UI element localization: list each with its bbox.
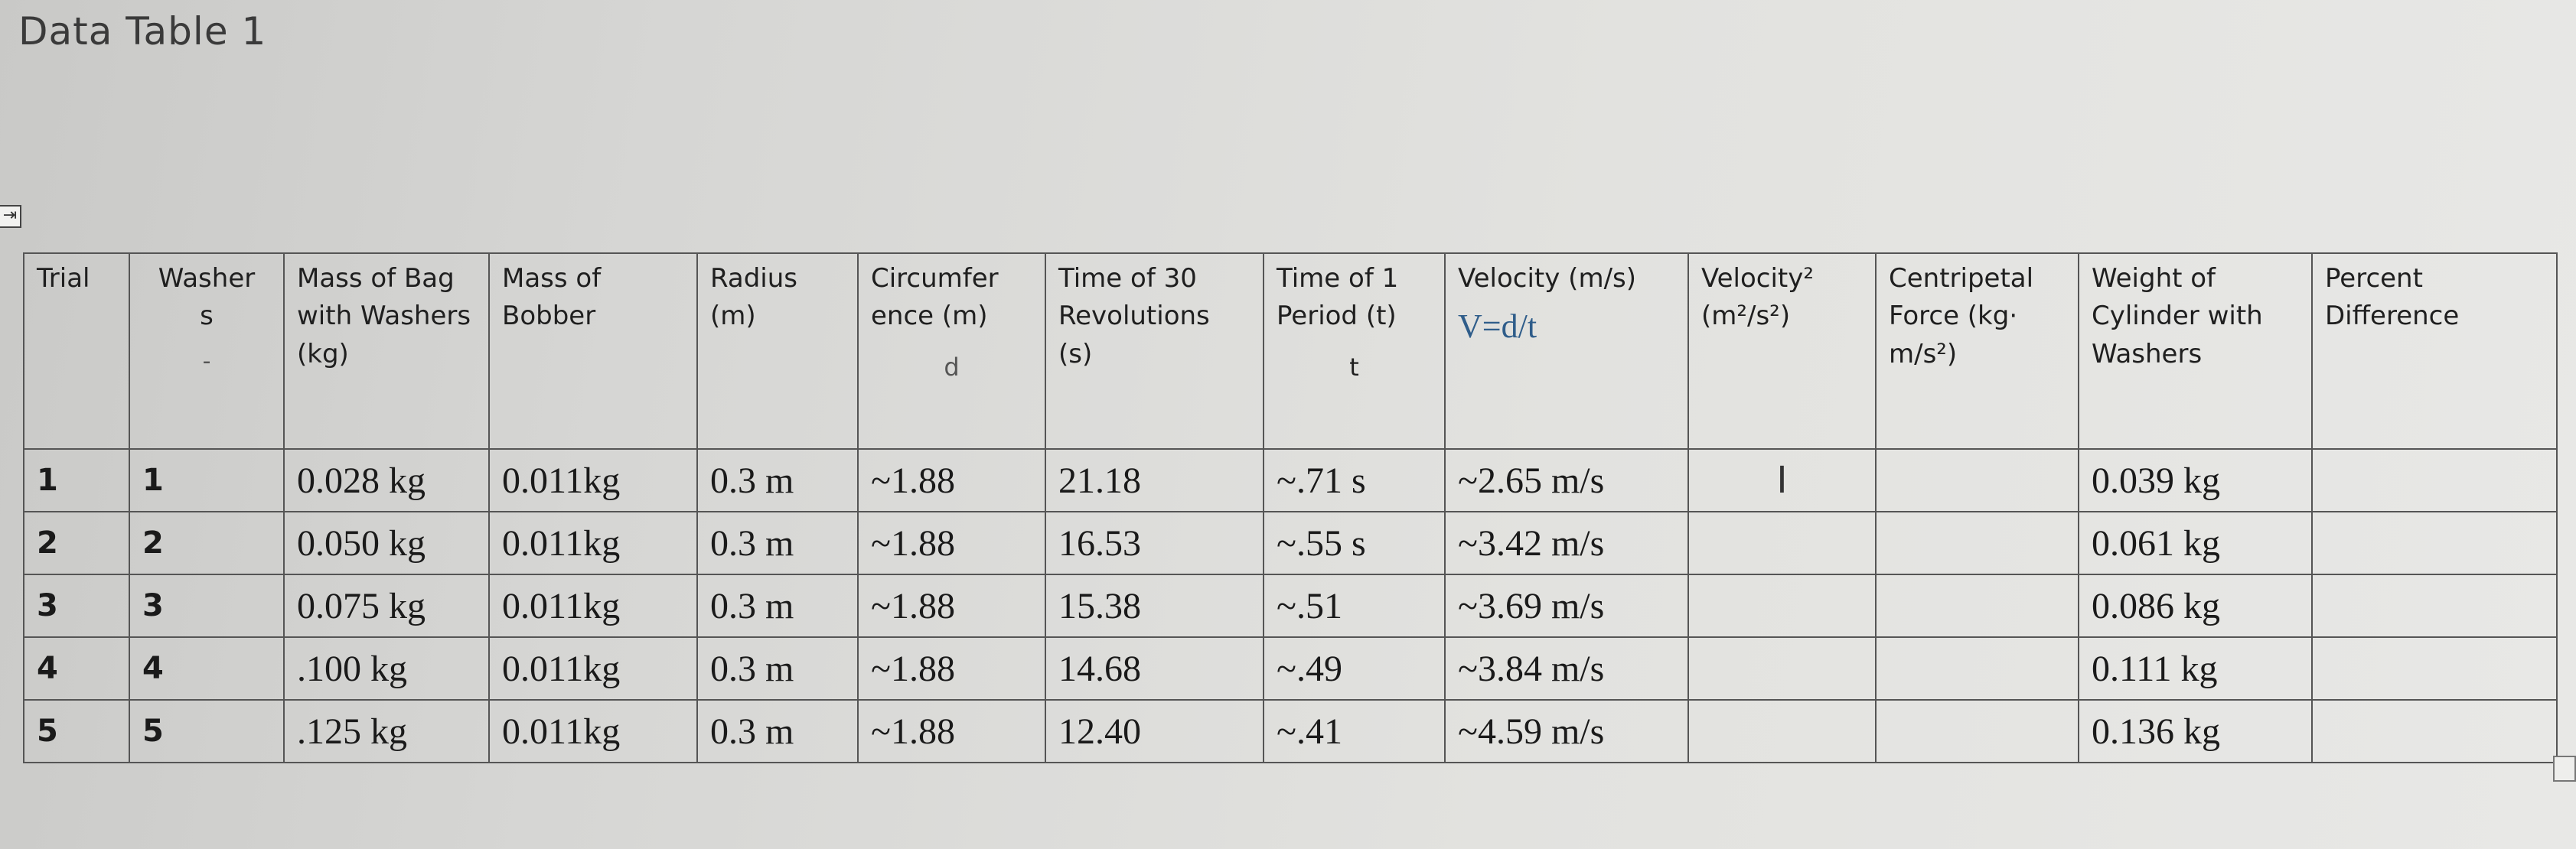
header-mass-bobber: Mass of Bobber (488, 252, 698, 450)
cell-weight[interactable]: 0.111 kg (2078, 636, 2313, 701)
cell-time30[interactable]: 16.53 (1045, 511, 1264, 575)
header-washers-line2: s (200, 301, 214, 332)
data-table: Trial Washer s - Mass of Bag with Washer… (23, 252, 2558, 763)
cell-trial[interactable]: 5 (23, 699, 130, 763)
cell-velocity-squared[interactable] (1687, 574, 1877, 638)
cell-velocity-squared[interactable] (1687, 699, 1877, 763)
header-velocity-squared: Velocity² (m²/s²) (1687, 252, 1877, 450)
cell-mass-bag[interactable]: 0.075 kg (283, 574, 490, 638)
header-radius: Radius (m) (696, 252, 859, 450)
cell-mass-bag[interactable]: .100 kg (283, 636, 490, 701)
cell-velocity[interactable]: ~3.42 m/s (1444, 511, 1689, 575)
header-washers-mark: - (202, 347, 211, 375)
document-title: Data Table 1 (18, 9, 267, 54)
cell-circumference[interactable]: ~1.88 (857, 699, 1046, 763)
header-velocity-label: Velocity (m/s) (1458, 263, 1637, 294)
header-circumference: Circumfer ence (m) d (857, 252, 1046, 450)
cell-weight[interactable]: 0.061 kg (2078, 511, 2313, 575)
cell-time1[interactable]: ~.55 s (1263, 511, 1446, 575)
cell-circumference[interactable]: ~1.88 (857, 636, 1046, 701)
cell-radius[interactable]: 0.3 m (696, 511, 859, 575)
cell-washers[interactable]: 2 (129, 511, 285, 575)
header-velocity-formula: V=d/t (1458, 307, 1537, 346)
header-trial: Trial (23, 252, 130, 450)
cell-radius[interactable]: 0.3 m (696, 448, 859, 512)
cell-weight[interactable]: 0.039 kg (2078, 448, 2313, 512)
table-move-handle-icon[interactable]: ⇥ (0, 205, 21, 228)
cell-circumference[interactable]: ~1.88 (857, 574, 1046, 638)
cell-time1[interactable]: ~.49 (1263, 636, 1446, 701)
cell-velocity-squared[interactable]: I (1687, 448, 1877, 512)
cell-weight[interactable]: 0.086 kg (2078, 574, 2313, 638)
cell-mass-bobber[interactable]: 0.011kg (488, 574, 698, 638)
header-centripetal-force: Centripetal Force (kg· m/s²) (1875, 252, 2079, 450)
text-cursor-icon: I (1776, 459, 1788, 502)
cell-velocity[interactable]: ~3.69 m/s (1444, 574, 1689, 638)
header-washers: Washer s - (129, 252, 285, 450)
table-row: 4 4 .100 kg 0.011kg 0.3 m ~1.88 14.68 ~.… (23, 636, 2558, 701)
header-time1-label: Time of 1 Period (t) (1277, 263, 1399, 332)
header-percent-difference: Percent Difference (2311, 252, 2558, 450)
cell-weight[interactable]: 0.136 kg (2078, 699, 2313, 763)
cell-time1[interactable]: ~.41 (1263, 699, 1446, 763)
cell-trial[interactable]: 1 (23, 448, 130, 512)
cell-trial[interactable]: 3 (23, 574, 130, 638)
cell-velocity[interactable]: ~3.84 m/s (1444, 636, 1689, 701)
cell-time1[interactable]: ~.71 s (1263, 448, 1446, 512)
cell-centripetal-force[interactable] (1875, 448, 2079, 512)
cell-centripetal-force[interactable] (1875, 636, 2079, 701)
cell-circumference[interactable]: ~1.88 (857, 511, 1046, 575)
table-row: 5 5 .125 kg 0.011kg 0.3 m ~1.88 12.40 ~.… (23, 699, 2558, 763)
cell-velocity[interactable]: ~2.65 m/s (1444, 448, 1689, 512)
cell-circumference[interactable]: ~1.88 (857, 448, 1046, 512)
cell-velocity[interactable]: ~4.59 m/s (1444, 699, 1689, 763)
header-circumference-label: Circumfer ence (m) (871, 263, 999, 332)
cell-radius[interactable]: 0.3 m (696, 636, 859, 701)
table-row: 3 3 0.075 kg 0.011kg 0.3 m ~1.88 15.38 ~… (23, 574, 2558, 638)
cell-centripetal-force[interactable] (1875, 699, 2079, 763)
cell-time30[interactable]: 14.68 (1045, 636, 1264, 701)
header-mass-bag: Mass of Bag with Washers (kg) (283, 252, 490, 450)
cell-radius[interactable]: 0.3 m (696, 699, 859, 763)
cell-trial[interactable]: 4 (23, 636, 130, 701)
header-time30: Time of 30 Revolutions (s) (1045, 252, 1264, 450)
cell-velocity-squared[interactable] (1687, 636, 1877, 701)
cell-time30[interactable]: 12.40 (1045, 699, 1264, 763)
header-washers-line1: Washer (158, 263, 256, 294)
header-velocity: Velocity (m/s) V=d/t (1444, 252, 1689, 450)
cell-mass-bag[interactable]: .125 kg (283, 699, 490, 763)
cell-percent-difference[interactable] (2311, 636, 2558, 701)
cell-washers[interactable]: 3 (129, 574, 285, 638)
cell-percent-difference[interactable] (2311, 511, 2558, 575)
cell-centripetal-force[interactable] (1875, 574, 2079, 638)
cell-mass-bobber[interactable]: 0.011kg (488, 636, 698, 701)
header-time1: Time of 1 Period (t) t (1263, 252, 1446, 450)
cell-mass-bobber[interactable]: 0.011kg (488, 699, 698, 763)
cell-trial[interactable]: 2 (23, 511, 130, 575)
table-row: 1 1 0.028 kg 0.011kg 0.3 m ~1.88 21.18 ~… (23, 448, 2558, 512)
cell-time1[interactable]: ~.51 (1263, 574, 1446, 638)
cell-mass-bobber[interactable]: 0.011kg (488, 448, 698, 512)
cell-percent-difference[interactable] (2311, 574, 2558, 638)
cell-mass-bag[interactable]: 0.050 kg (283, 511, 490, 575)
cell-washers[interactable]: 5 (129, 699, 285, 763)
header-row: Trial Washer s - Mass of Bag with Washer… (23, 252, 2558, 450)
header-circumference-symbol: d (944, 352, 960, 382)
cell-mass-bobber[interactable]: 0.011kg (488, 511, 698, 575)
cell-centripetal-force[interactable] (1875, 511, 2079, 575)
table-row: 2 2 0.050 kg 0.011kg 0.3 m ~1.88 16.53 ~… (23, 511, 2558, 575)
cell-time30[interactable]: 15.38 (1045, 574, 1264, 638)
header-weight: Weight of Cylinder with Washers (2078, 252, 2313, 450)
cell-washers[interactable]: 1 (129, 448, 285, 512)
cell-radius[interactable]: 0.3 m (696, 574, 859, 638)
cell-mass-bag[interactable]: 0.028 kg (283, 448, 490, 512)
cell-washers[interactable]: 4 (129, 636, 285, 701)
cell-percent-difference[interactable] (2311, 448, 2558, 512)
cell-velocity-squared[interactable] (1687, 511, 1877, 575)
table-resize-handle[interactable] (2553, 756, 2576, 782)
header-time1-symbol: t (1349, 352, 1359, 382)
cell-percent-difference[interactable] (2311, 699, 2558, 763)
cell-time30[interactable]: 21.18 (1045, 448, 1264, 512)
